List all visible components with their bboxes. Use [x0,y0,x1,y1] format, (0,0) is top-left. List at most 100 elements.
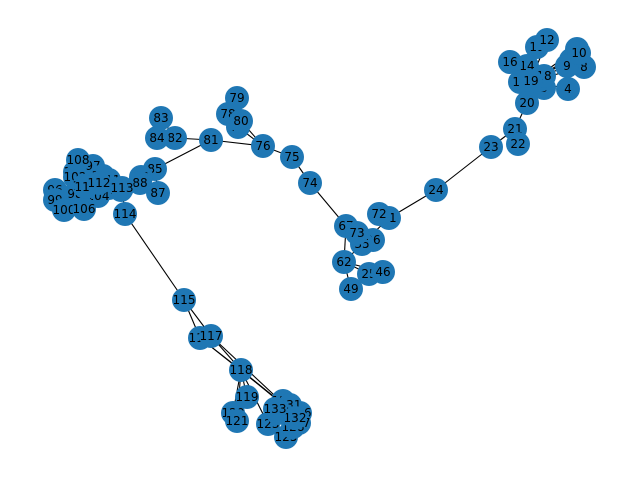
node-circle [556,77,580,101]
node-label: 108 [67,153,90,167]
node-circle [145,126,169,150]
node-circle [283,406,307,430]
node-circle [113,202,137,226]
node-79: 79 [225,86,249,110]
node-label: 4 [564,82,572,96]
node-20: 20 [515,91,539,115]
node-circle [229,358,253,382]
node-circle [332,250,356,274]
node-108: 108 [66,148,90,172]
node-circle [52,198,76,222]
node-112: 112 [87,171,111,195]
node-label: 115 [173,293,196,307]
node-label: 87 [150,186,165,200]
node-label: 12 [539,33,554,47]
node-label: 46 [375,265,390,279]
node-label: 74 [302,176,317,190]
node-circle [567,41,591,65]
node-circle [345,221,369,245]
node-circle [172,288,196,312]
node-16: 16 [498,50,522,74]
node-81: 81 [199,128,223,152]
node-label: 112 [88,176,111,190]
edges-layer [54,39,585,438]
node-label: 72 [371,207,386,221]
node-117: 117 [199,324,223,348]
node-circle [535,28,559,52]
node-label: 80 [233,114,248,128]
node-72: 72 [367,202,391,226]
node-133: 133 [263,397,287,421]
nodes-layer: 1457891011121314151617181920212223242526… [43,28,596,449]
node-80: 80 [229,109,253,133]
node-circle [146,181,170,205]
node-label: 82 [167,131,182,145]
node-circle [72,197,96,221]
node-circle [519,69,543,93]
node-10: 10 [567,41,591,65]
node-circle [479,135,503,159]
node-circle [229,109,253,133]
node-121: 121 [225,409,249,433]
node-label: 49 [343,282,358,296]
node-label: 75 [284,150,299,164]
node-circle [225,409,249,433]
node-label: 117 [200,329,223,343]
node-label: 114 [114,207,137,221]
node-label: 83 [153,111,168,125]
node-87: 87 [146,181,170,205]
node-circle [515,91,539,115]
node-label: 8 [580,60,588,74]
node-76: 76 [251,134,275,158]
node-19: 19 [519,69,543,93]
node-115: 115 [172,288,196,312]
node-label: 76 [255,139,270,153]
node-113: 113 [110,176,134,200]
node-label: 79 [229,91,244,105]
node-circle [251,134,275,158]
node-label: 81 [203,133,218,147]
node-46: 46 [371,260,395,284]
node-23: 23 [479,135,503,159]
node-75: 75 [280,145,304,169]
node-label: 100 [53,203,76,217]
node-circle [498,50,522,74]
node-label: 106 [73,202,96,216]
node-circle [149,106,173,130]
node-circle [128,171,152,195]
node-circle [298,171,322,195]
node-label: 84 [149,131,164,145]
node-84: 84 [145,126,169,150]
node-22: 22 [506,132,530,156]
node-114: 114 [113,202,137,226]
node-88: 88 [128,171,152,195]
node-circle [110,176,134,200]
node-label: 16 [502,55,517,69]
node-circle [163,126,187,150]
node-circle [199,128,223,152]
node-83: 83 [149,106,173,130]
node-label: 88 [132,176,147,190]
node-label: 23 [483,140,498,154]
node-label: 24 [428,183,443,197]
node-label: 9 [563,59,571,73]
node-4: 4 [556,77,580,101]
node-circle [66,148,90,172]
node-24: 24 [424,178,448,202]
node-circle [87,171,111,195]
node-73: 73 [345,221,369,245]
node-132: 132 [283,406,307,430]
node-118: 118 [229,358,253,382]
node-circle [339,277,363,301]
node-49: 49 [339,277,363,301]
node-label: 113 [111,181,134,195]
node-label: 132 [284,411,307,425]
node-circle [367,202,391,226]
node-circle [263,397,287,421]
node-label: 19 [523,74,538,88]
node-74: 74 [298,171,322,195]
node-label: 121 [226,414,249,428]
node-label: 22 [510,137,525,151]
